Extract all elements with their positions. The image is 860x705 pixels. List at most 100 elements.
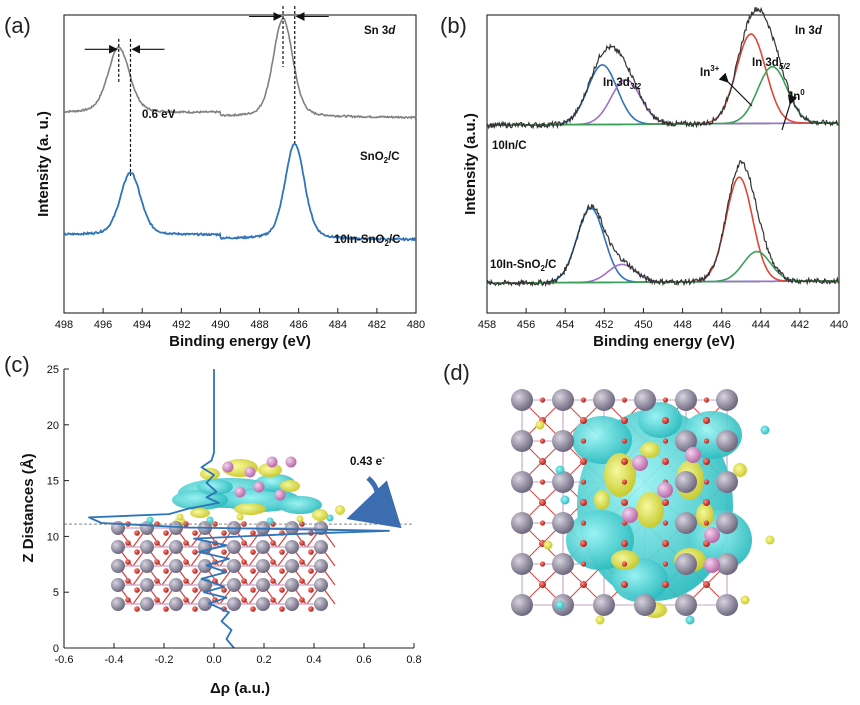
o-atom xyxy=(134,549,140,555)
sn-atom xyxy=(675,512,697,534)
panel-a-label-10in-sno2c: 10In-SnO2/C xyxy=(334,234,400,248)
iso-yellow xyxy=(733,463,747,477)
sn-atom xyxy=(169,540,183,554)
sn-atom xyxy=(552,512,574,534)
o-atom xyxy=(580,520,587,526)
sn-atom xyxy=(716,553,738,575)
panel-label-d: (d) xyxy=(443,360,470,385)
panel-label-c: (c) xyxy=(4,352,30,377)
sn-atom xyxy=(111,578,125,592)
panel-b-ylabel: Intensity (a.u.) xyxy=(462,113,479,215)
o-atom xyxy=(125,540,131,546)
panel-c-xtick-label: -0.2 xyxy=(155,654,174,666)
panel-c-xtick-label: 0.8 xyxy=(406,654,421,666)
o-atom xyxy=(539,458,546,465)
sn-atom xyxy=(198,597,212,611)
panel-a-xtick-label: 488 xyxy=(250,319,268,331)
panel-a-xtick-label: 480 xyxy=(407,319,425,331)
sn-atom xyxy=(593,594,615,616)
panel-b-xtick-label: 446 xyxy=(712,319,730,331)
iso-yellow xyxy=(740,595,750,605)
sn-atom xyxy=(227,559,241,573)
o-atom xyxy=(192,606,198,612)
in-atom xyxy=(632,455,648,471)
iso-yellow xyxy=(258,463,282,477)
o-atom xyxy=(621,561,628,567)
sn-atom xyxy=(634,594,656,616)
sn-atom xyxy=(256,540,270,554)
o-atom xyxy=(308,549,314,555)
panel-c-ytick-label: 15 xyxy=(47,476,59,488)
sn-atom xyxy=(140,597,154,611)
o-atom xyxy=(279,549,285,555)
o-atom xyxy=(241,559,247,565)
sn-atom xyxy=(285,559,299,573)
o-atom xyxy=(308,587,314,593)
panel-c-delta-rho-curve xyxy=(88,369,390,649)
o-atom xyxy=(703,397,710,403)
o-atom xyxy=(125,559,131,565)
sn-atom xyxy=(285,597,299,611)
o-atom xyxy=(703,458,710,465)
sn-atom xyxy=(552,389,574,411)
o-atom xyxy=(299,578,305,584)
panel-a-xtick-label: 496 xyxy=(94,319,112,331)
iso-yellow xyxy=(296,515,304,523)
o-atom xyxy=(154,578,160,584)
in-atom xyxy=(657,482,673,498)
sn-atom xyxy=(227,578,241,592)
panel-b-label-in3d52: In 3d5/2 xyxy=(752,57,791,71)
panel-b-xtick-label: 442 xyxy=(791,319,809,331)
iso-yellow xyxy=(604,453,636,497)
o-atom xyxy=(134,606,140,612)
iso-yellow xyxy=(594,490,610,510)
o-atom xyxy=(621,458,628,465)
iso-cyan xyxy=(146,516,154,524)
o-atom xyxy=(250,587,256,593)
o-atom xyxy=(662,520,669,526)
o-atom xyxy=(580,561,587,567)
panel-a-curve-10in-sno2c xyxy=(63,142,417,242)
in-atom xyxy=(685,447,701,463)
o-atom xyxy=(621,540,628,547)
o-atom xyxy=(154,597,160,603)
iso-yellow xyxy=(535,420,545,430)
panel-a-xtick-label: 484 xyxy=(329,319,347,331)
panel-b-raw-spectrum xyxy=(486,159,840,288)
panel-a-xlabel: Binding energy (eV) xyxy=(169,333,311,350)
iso-cyan xyxy=(638,402,682,438)
o-atom xyxy=(580,540,587,547)
o-atom xyxy=(154,559,160,565)
panel-b-label-in3d32: In 3d3/2 xyxy=(603,77,642,91)
o-atom xyxy=(580,479,587,485)
o-atom xyxy=(299,540,305,546)
panel-c-transfer-label: 0.43 e- xyxy=(350,453,385,468)
o-atom xyxy=(539,581,546,588)
panel-c-ticks: -0.6 -0.4 -0.2 0.0 0.2 0.4 0.6 0.8 0 5 10 15 20 25 xyxy=(47,364,422,666)
iso-yellow xyxy=(312,509,328,521)
iso-cyan xyxy=(572,416,632,464)
sn-atom xyxy=(111,540,125,554)
o-atom xyxy=(163,606,169,612)
sn-atom xyxy=(140,578,154,592)
sn-atom xyxy=(552,471,574,493)
panel-c-ytick-label: 10 xyxy=(47,531,59,543)
sn-atom xyxy=(285,521,299,535)
iso-yellow xyxy=(236,513,244,521)
o-atom xyxy=(163,568,169,574)
o-atom xyxy=(621,499,628,506)
iso-yellow xyxy=(595,615,605,625)
o-atom xyxy=(192,587,198,593)
sn-atom xyxy=(140,559,154,573)
sn-atom xyxy=(511,553,533,575)
o-atom xyxy=(299,559,305,565)
o-atom xyxy=(662,561,669,567)
o-atom xyxy=(270,540,276,546)
iso-yellow xyxy=(636,492,664,528)
o-atom xyxy=(241,597,247,603)
panel-a-element-label: Sn 3d xyxy=(364,25,396,37)
sn-atom xyxy=(675,594,697,616)
o-atom xyxy=(580,417,587,424)
panel-a-xtick-label: 482 xyxy=(368,319,386,331)
